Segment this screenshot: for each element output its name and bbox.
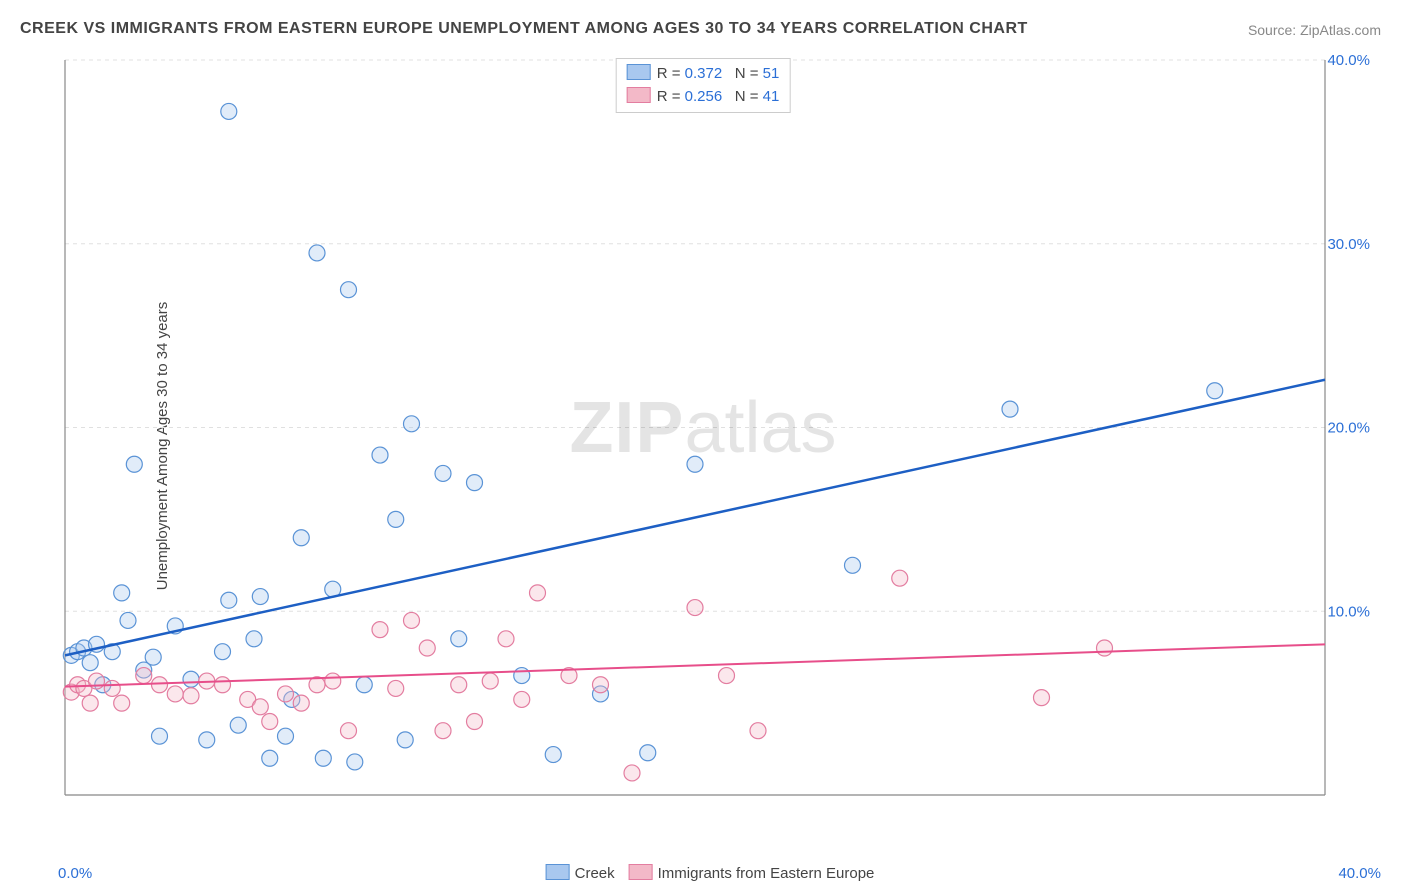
- legend-n-value: 51: [763, 65, 780, 82]
- source-attribution: Source: ZipAtlas.com: [1248, 22, 1381, 38]
- correlation-legend: R = 0.372 N = 51R = 0.256 N = 41: [616, 58, 791, 113]
- chart-container: CREEK VS IMMIGRANTS FROM EASTERN EUROPE …: [0, 0, 1406, 892]
- legend-swatch: [627, 64, 651, 80]
- legend-r-value: 0.372: [685, 65, 723, 82]
- legend-swatch: [627, 87, 651, 103]
- plot-area: 10.0% 20.0% 30.0% 40.0%: [55, 55, 1385, 825]
- svg-text:40.0%: 40.0%: [1327, 55, 1370, 69]
- x-axis-max-label: 40.0%: [1338, 865, 1381, 882]
- svg-text:20.0%: 20.0%: [1327, 420, 1370, 437]
- source-prefix: Source:: [1248, 22, 1300, 38]
- legend-r-value: 0.256: [685, 88, 723, 105]
- chart-title: CREEK VS IMMIGRANTS FROM EASTERN EUROPE …: [20, 20, 1028, 38]
- svg-text:30.0%: 30.0%: [1327, 236, 1370, 253]
- scatter-plot-svg: 10.0% 20.0% 30.0% 40.0%: [55, 55, 1385, 825]
- legend-row: R = 0.372 N = 51: [627, 63, 780, 86]
- legend-n-value: 41: [763, 88, 780, 105]
- x-axis-min-label: 0.0%: [58, 865, 92, 882]
- legend-r-label: R =: [657, 88, 685, 105]
- series-legend: Creek Immigrants from Eastern Europe: [532, 864, 875, 882]
- series-swatch: [629, 864, 653, 880]
- legend-n-label: N =: [735, 65, 763, 82]
- source-link[interactable]: ZipAtlas.com: [1300, 22, 1381, 38]
- series-swatch: [546, 864, 570, 880]
- legend-n-label: N =: [735, 88, 763, 105]
- svg-text:10.0%: 10.0%: [1327, 603, 1370, 620]
- series-label: Creek: [575, 865, 615, 882]
- series-label: Immigrants from Eastern Europe: [658, 865, 875, 882]
- legend-r-label: R =: [657, 65, 685, 82]
- legend-row: R = 0.256 N = 41: [627, 86, 780, 109]
